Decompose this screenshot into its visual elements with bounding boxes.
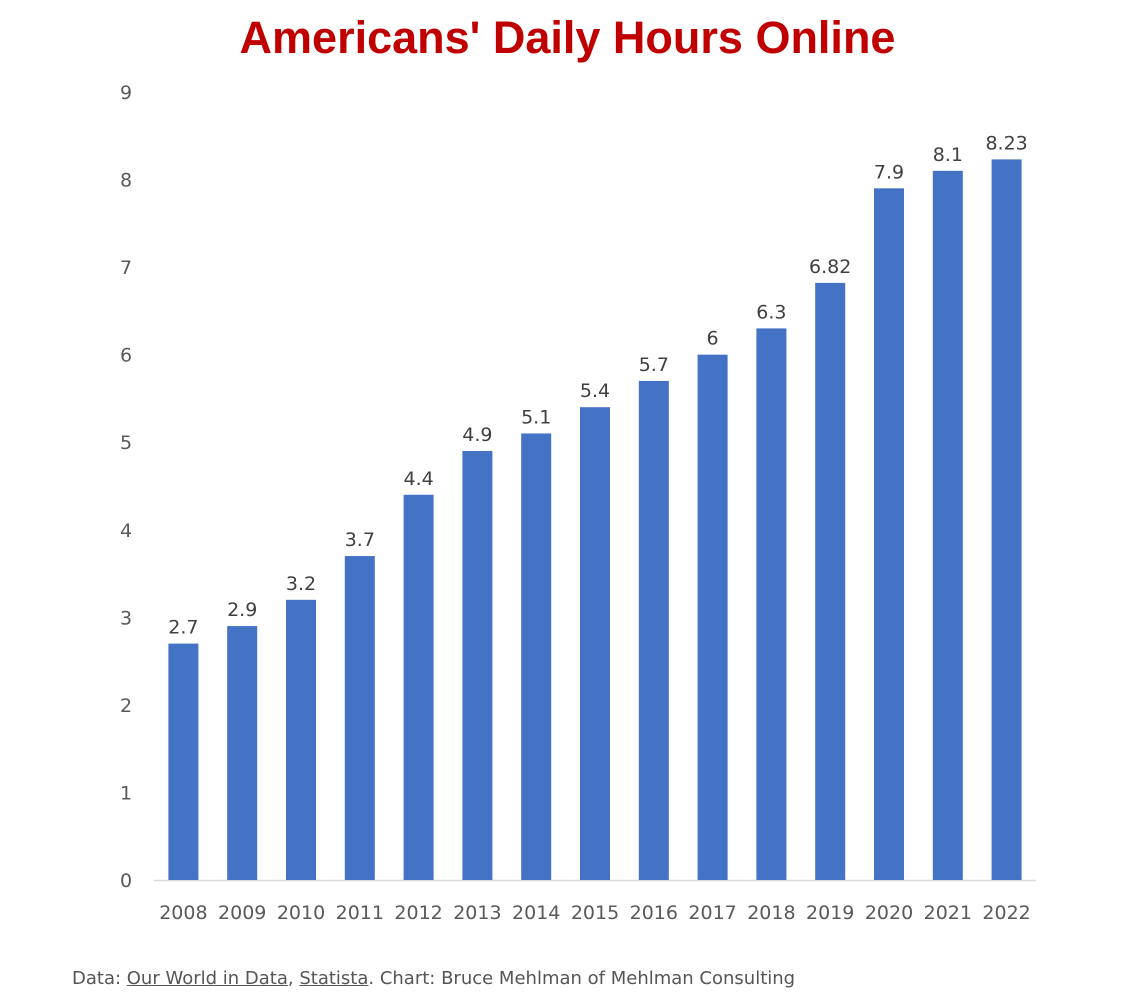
bar-2020: [874, 188, 904, 881]
source-separator: ,: [287, 968, 300, 989]
data-label-2017: 6: [707, 328, 719, 350]
data-label-2015: 5.4: [580, 380, 610, 402]
y-tick-label-1: 1: [120, 782, 132, 804]
bar-2009: [227, 626, 258, 880]
source-link-our-world-in-data[interactable]: Our World in Data: [126, 968, 288, 989]
x-tick-label-2012: 2012: [394, 902, 442, 924]
data-label-2020: 7.9: [874, 161, 904, 183]
x-axis-ticks: 2008 2009 2010 2011 2012 2013 2014 2015 2016 2017…: [159, 902, 1031, 924]
x-tick-label-2013: 2013: [453, 902, 501, 924]
bar-2010: [286, 599, 316, 880]
source-note: Data: Our World in Data, Statista. Chart…: [72, 968, 795, 989]
data-label-2021: 8.1: [933, 144, 963, 166]
x-tick-label-2018: 2018: [747, 902, 795, 924]
source-suffix: . Chart: Bruce Mehlman of Mehlman Consul…: [368, 968, 796, 989]
data-label-2012: 4.4: [403, 468, 433, 490]
chart-title: Americans' Daily Hours Online: [239, 12, 896, 63]
source-link-statista[interactable]: Statista: [299, 968, 369, 989]
data-label-2008: 2.7: [168, 617, 198, 639]
y-axis-ticks: 0 1 2 3 4 5 6 7 8 9: [120, 82, 132, 892]
x-tick-label-2014: 2014: [512, 902, 560, 924]
data-label-2009: 2.9: [227, 599, 257, 621]
x-tick-label-2022: 2022: [982, 902, 1030, 924]
x-tick-label-2009: 2009: [218, 902, 266, 924]
data-label-2011: 3.7: [345, 529, 375, 551]
bars: [168, 159, 1022, 881]
x-tick-label-2017: 2017: [688, 902, 736, 924]
source-prefix: Data:: [72, 968, 127, 989]
bar-2018: [756, 328, 787, 880]
bar-2014: [521, 433, 552, 880]
bar-2011: [344, 556, 375, 880]
bar-chart: 0 1 2 3 4 5 6 7 8 9 2.7 2.9 3.2 3.7 4.4 4.9 5.1 5.4 5.7 6 6…: [120, 82, 1036, 924]
x-tick-label-2011: 2011: [336, 902, 384, 924]
data-labels: 2.7 2.9 3.2 3.7 4.4 4.9 5.1 5.4 5.7 6 6.3 6.82 7.9 8.…: [168, 132, 1027, 638]
x-tick-label-2016: 2016: [630, 902, 678, 924]
y-tick-label-6: 6: [120, 345, 132, 367]
x-tick-label-2021: 2021: [924, 902, 972, 924]
y-tick-label-5: 5: [120, 432, 132, 454]
x-tick-label-2015: 2015: [571, 902, 619, 924]
y-tick-label-0: 0: [120, 870, 132, 892]
data-label-2013: 4.9: [462, 424, 492, 446]
x-tick-label-2010: 2010: [277, 902, 325, 924]
x-tick-label-2008: 2008: [159, 902, 207, 924]
bar-2017: [697, 354, 728, 881]
bar-2012: [403, 494, 434, 880]
y-tick-label-9: 9: [120, 82, 132, 104]
bar-2016: [638, 380, 669, 880]
bar-2021: [932, 170, 963, 881]
bar-2008: [168, 643, 199, 880]
data-label-2018: 6.3: [756, 301, 786, 323]
data-label-2010: 3.2: [286, 573, 316, 595]
bar-2019: [815, 282, 846, 881]
x-tick-label-2020: 2020: [865, 902, 913, 924]
y-tick-label-8: 8: [120, 170, 132, 192]
data-label-2022: 8.23: [985, 132, 1027, 154]
y-tick-label-4: 4: [120, 520, 132, 542]
bar-2015: [580, 407, 610, 880]
bar-2013: [462, 450, 493, 880]
y-tick-label-2: 2: [120, 695, 132, 717]
data-label-2019: 6.82: [809, 256, 851, 278]
data-label-2014: 5.1: [521, 406, 551, 428]
y-tick-label-3: 3: [120, 607, 132, 629]
y-tick-label-7: 7: [120, 257, 132, 279]
bar-2022: [991, 159, 1022, 880]
data-label-2016: 5.7: [639, 354, 669, 376]
x-tick-label-2019: 2019: [806, 902, 854, 924]
